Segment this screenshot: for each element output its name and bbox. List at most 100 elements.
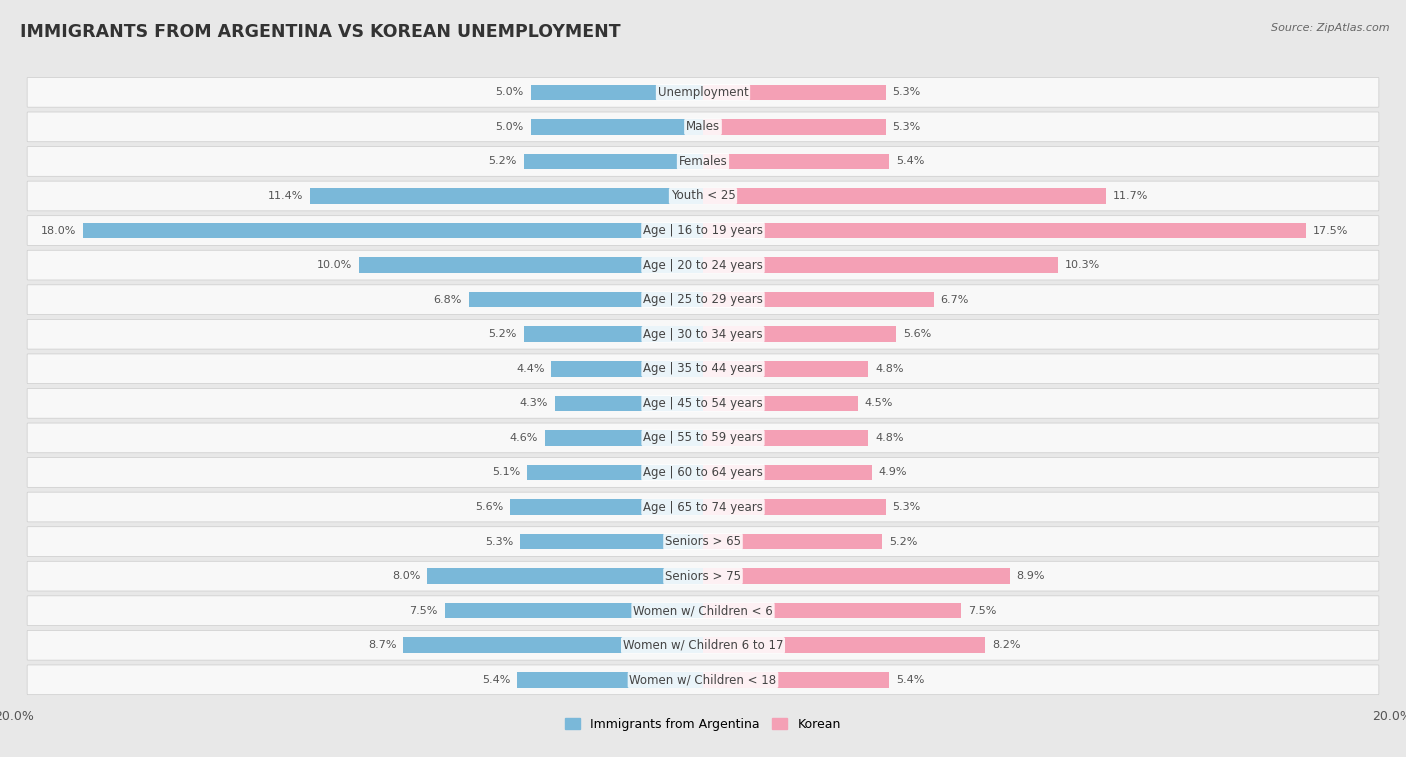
Text: 11.7%: 11.7% — [1114, 191, 1149, 201]
FancyBboxPatch shape — [27, 596, 1379, 625]
Bar — [703, 292, 934, 307]
Bar — [703, 188, 1107, 204]
Bar — [703, 430, 869, 446]
Text: 5.1%: 5.1% — [492, 468, 520, 478]
Text: 10.3%: 10.3% — [1064, 260, 1099, 270]
FancyBboxPatch shape — [27, 319, 1379, 349]
Text: Seniors > 65: Seniors > 65 — [665, 535, 741, 548]
Text: Age | 60 to 64 years: Age | 60 to 64 years — [643, 466, 763, 479]
Text: 8.2%: 8.2% — [993, 640, 1021, 650]
Bar — [703, 223, 1306, 238]
Bar — [404, 637, 703, 653]
Bar — [517, 672, 703, 687]
FancyBboxPatch shape — [27, 285, 1379, 315]
Text: 4.8%: 4.8% — [875, 364, 904, 374]
Text: 6.7%: 6.7% — [941, 294, 969, 304]
Text: 18.0%: 18.0% — [41, 226, 76, 235]
Bar — [703, 672, 889, 687]
Bar — [527, 465, 703, 480]
Text: Age | 45 to 54 years: Age | 45 to 54 years — [643, 397, 763, 410]
FancyBboxPatch shape — [27, 181, 1379, 211]
Text: 8.7%: 8.7% — [368, 640, 396, 650]
FancyBboxPatch shape — [27, 631, 1379, 660]
Bar — [524, 154, 703, 170]
Text: 7.5%: 7.5% — [409, 606, 437, 615]
Text: 5.3%: 5.3% — [485, 537, 513, 547]
Text: Females: Females — [679, 155, 727, 168]
Bar — [703, 154, 889, 170]
Text: 5.4%: 5.4% — [896, 157, 924, 167]
Text: 4.6%: 4.6% — [509, 433, 537, 443]
Bar — [703, 465, 872, 480]
FancyBboxPatch shape — [27, 77, 1379, 107]
Bar — [703, 603, 962, 618]
Bar — [703, 500, 886, 515]
FancyBboxPatch shape — [27, 147, 1379, 176]
Bar — [520, 534, 703, 550]
FancyBboxPatch shape — [27, 527, 1379, 556]
FancyBboxPatch shape — [27, 354, 1379, 384]
Text: 10.0%: 10.0% — [316, 260, 352, 270]
Text: 5.2%: 5.2% — [489, 157, 517, 167]
Text: 5.6%: 5.6% — [903, 329, 931, 339]
Bar — [444, 603, 703, 618]
Text: Women w/ Children 6 to 17: Women w/ Children 6 to 17 — [623, 639, 783, 652]
FancyBboxPatch shape — [27, 388, 1379, 418]
Text: 7.5%: 7.5% — [969, 606, 997, 615]
Text: 17.5%: 17.5% — [1313, 226, 1348, 235]
Text: Age | 25 to 29 years: Age | 25 to 29 years — [643, 293, 763, 306]
Text: Age | 55 to 59 years: Age | 55 to 59 years — [643, 431, 763, 444]
Text: Youth < 25: Youth < 25 — [671, 189, 735, 202]
Text: Source: ZipAtlas.com: Source: ZipAtlas.com — [1271, 23, 1389, 33]
Text: Age | 35 to 44 years: Age | 35 to 44 years — [643, 363, 763, 375]
Text: Age | 16 to 19 years: Age | 16 to 19 years — [643, 224, 763, 237]
Bar — [703, 361, 869, 376]
Text: 5.4%: 5.4% — [896, 674, 924, 685]
Text: Age | 65 to 74 years: Age | 65 to 74 years — [643, 500, 763, 513]
FancyBboxPatch shape — [27, 251, 1379, 280]
Text: 5.3%: 5.3% — [893, 122, 921, 132]
Bar — [703, 257, 1057, 273]
Bar — [427, 569, 703, 584]
Text: 5.4%: 5.4% — [482, 674, 510, 685]
Bar — [703, 85, 886, 100]
Bar — [703, 569, 1010, 584]
FancyBboxPatch shape — [27, 423, 1379, 453]
Bar — [524, 326, 703, 342]
FancyBboxPatch shape — [27, 665, 1379, 695]
Text: 5.2%: 5.2% — [489, 329, 517, 339]
Text: 8.9%: 8.9% — [1017, 571, 1045, 581]
Text: 11.4%: 11.4% — [269, 191, 304, 201]
Bar — [703, 396, 858, 411]
Bar — [703, 119, 886, 135]
Bar — [83, 223, 703, 238]
Text: Women w/ Children < 6: Women w/ Children < 6 — [633, 604, 773, 617]
Text: Age | 20 to 24 years: Age | 20 to 24 years — [643, 259, 763, 272]
Bar — [510, 500, 703, 515]
Text: 4.3%: 4.3% — [520, 398, 548, 408]
Text: 4.5%: 4.5% — [865, 398, 893, 408]
Bar — [703, 326, 896, 342]
Text: Unemployment: Unemployment — [658, 86, 748, 99]
Text: 5.0%: 5.0% — [496, 87, 524, 98]
Text: 5.3%: 5.3% — [893, 87, 921, 98]
Bar — [359, 257, 703, 273]
Legend: Immigrants from Argentina, Korean: Immigrants from Argentina, Korean — [560, 713, 846, 736]
FancyBboxPatch shape — [27, 457, 1379, 488]
Text: 4.9%: 4.9% — [879, 468, 907, 478]
FancyBboxPatch shape — [27, 492, 1379, 522]
Bar — [551, 361, 703, 376]
Bar — [531, 119, 703, 135]
Text: 5.6%: 5.6% — [475, 502, 503, 512]
Bar — [544, 430, 703, 446]
FancyBboxPatch shape — [27, 216, 1379, 245]
Text: Seniors > 75: Seniors > 75 — [665, 570, 741, 583]
Bar — [468, 292, 703, 307]
Text: 4.8%: 4.8% — [875, 433, 904, 443]
Text: Age | 30 to 34 years: Age | 30 to 34 years — [643, 328, 763, 341]
Text: Women w/ Children < 18: Women w/ Children < 18 — [630, 673, 776, 687]
Bar — [311, 188, 703, 204]
Text: 5.0%: 5.0% — [496, 122, 524, 132]
Bar — [555, 396, 703, 411]
Text: 8.0%: 8.0% — [392, 571, 420, 581]
